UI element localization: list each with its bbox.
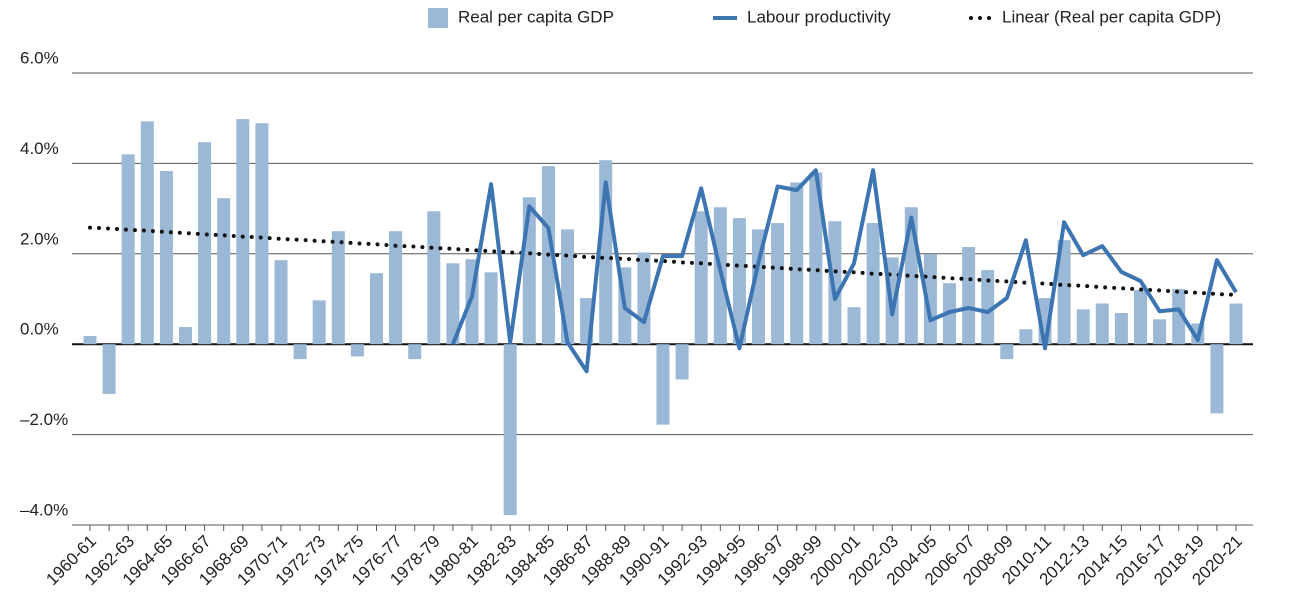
bar [1229, 303, 1243, 345]
bar [866, 223, 880, 345]
bar [694, 211, 708, 345]
legend-label: Labour productivity [747, 7, 891, 26]
bar [370, 273, 383, 345]
bar [675, 344, 689, 380]
bar [1114, 313, 1128, 345]
bar [102, 344, 116, 394]
bar [255, 123, 269, 345]
y-tick-label: –2.0% [20, 410, 68, 429]
bar [981, 270, 995, 345]
bar [312, 300, 326, 345]
bar [274, 260, 288, 345]
y-tick-label: 2.0% [20, 229, 59, 248]
bar [427, 211, 441, 345]
y-tick-label: –4.0% [20, 500, 68, 519]
bar [732, 218, 746, 345]
bar [121, 154, 135, 345]
bar [962, 247, 976, 345]
bar [1095, 303, 1109, 345]
legend-label: Real per capita GDP [458, 7, 614, 26]
bar [1019, 329, 1033, 345]
bar [83, 336, 97, 345]
bar [828, 221, 842, 345]
y-tick-label: 6.0% [20, 48, 59, 67]
bar [1153, 319, 1167, 345]
bar [771, 223, 785, 345]
bar [1076, 309, 1090, 345]
bar [446, 263, 460, 345]
bar [1057, 240, 1071, 345]
bar [484, 272, 498, 345]
bar [350, 344, 364, 357]
bar [1172, 289, 1186, 345]
bar [331, 231, 345, 345]
y-tick-label: 0.0% [20, 320, 59, 339]
bar [408, 344, 422, 360]
legend-label: Linear (Real per capita GDP) [1002, 7, 1221, 26]
bar [293, 344, 307, 360]
bar [198, 142, 212, 345]
bar [179, 327, 192, 345]
bar [236, 119, 250, 345]
y-tick-label: 4.0% [20, 139, 59, 158]
legend-swatch [428, 8, 448, 28]
line [451, 168, 1238, 374]
bar [140, 121, 154, 345]
bar [1000, 344, 1014, 360]
bar [752, 229, 765, 345]
bar [503, 344, 517, 516]
bar [790, 182, 804, 345]
bar [217, 198, 231, 345]
bar [1134, 289, 1147, 345]
bar [637, 252, 651, 345]
bar [656, 344, 670, 425]
bar [159, 171, 173, 345]
bar [809, 172, 823, 345]
bar [847, 307, 861, 345]
bar [389, 231, 403, 345]
bar [1210, 344, 1224, 414]
